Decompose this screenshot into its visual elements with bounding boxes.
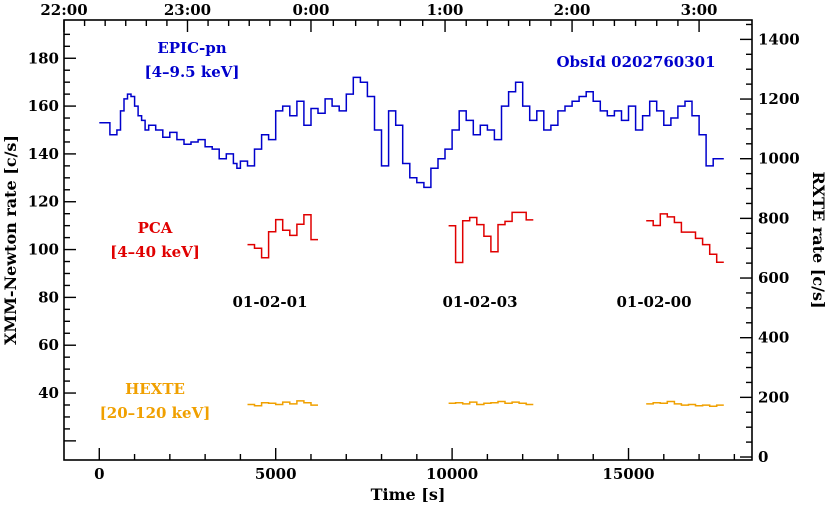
series-layer — [99, 76, 724, 408]
segment-label-01-02-01: 01-02-01 — [232, 293, 307, 311]
y-right-tick-label: 400 — [758, 329, 789, 347]
y-left-tick-label: 100 — [28, 241, 59, 259]
y-left-tick-label: 180 — [28, 49, 59, 67]
x-axis-title: Time [s] — [371, 485, 446, 504]
hexte-light-curve-segment-3 — [646, 400, 724, 408]
obsid-label: ObsId 0202760301 — [556, 53, 715, 71]
y-right-tick-label: 1200 — [758, 90, 800, 108]
pca-light-curve-segment-3 — [646, 213, 724, 263]
top-tick-label: 1:00 — [427, 1, 464, 19]
y-left-tick-label: 160 — [28, 97, 59, 115]
epic-band-label: [4–9.5 keV] — [144, 63, 239, 81]
segment-label-01-02-03: 01-02-03 — [442, 293, 517, 311]
epic-pn-light-curve — [99, 76, 724, 189]
hexte-label: HEXTE — [125, 380, 185, 398]
top-tick-label: 22:00 — [40, 1, 87, 19]
y-right-tick-label: 600 — [758, 269, 789, 287]
y-axis-left-title: XMM-Newton rate [c/s] — [1, 135, 20, 345]
pca-light-curve-segment-1 — [247, 214, 318, 259]
pca-light-curve-segment-2 — [448, 211, 534, 264]
top-tick-label: 23:00 — [164, 1, 211, 19]
top-tick-label: 3:00 — [681, 1, 718, 19]
y-right-tick-label: 800 — [758, 209, 789, 227]
y-left-tick-label: 120 — [28, 193, 59, 211]
hexte-light-curve-segment-2 — [448, 400, 534, 406]
x-tick-label: 5000 — [255, 465, 297, 483]
y-right-tick-label: 200 — [758, 388, 789, 406]
top-tick-label: 2:00 — [554, 1, 591, 19]
hexte-light-curve-segment-1 — [247, 400, 318, 407]
y-left-tick-label: 140 — [28, 145, 59, 163]
y-axis-right-title: RXTE rate [c/s] — [809, 171, 828, 308]
x-tick-label: 10000 — [426, 465, 478, 483]
y-left-tick-label: 60 — [38, 336, 59, 354]
y-left-tick-label: 40 — [38, 384, 59, 402]
pca-band-label: [4–40 keV] — [110, 243, 200, 261]
hexte-band-label: [20–120 keV] — [100, 404, 211, 422]
segment-label-01-02-00: 01-02-00 — [616, 293, 691, 311]
top-tick-label: 0:00 — [293, 1, 330, 19]
y-left-tick-label: 80 — [38, 288, 59, 306]
y-right-tick-label: 1400 — [758, 30, 800, 48]
pca-label: PCA — [138, 219, 173, 237]
axis-ticks — [63, 20, 752, 460]
plot-frame — [63, 19, 753, 461]
epic-label: EPIC-pn — [157, 39, 226, 57]
x-tick-label: 0 — [94, 465, 104, 483]
y-right-tick-label: 1000 — [758, 150, 800, 168]
y-right-tick-label: 0 — [758, 448, 768, 466]
x-tick-label: 15000 — [602, 465, 654, 483]
